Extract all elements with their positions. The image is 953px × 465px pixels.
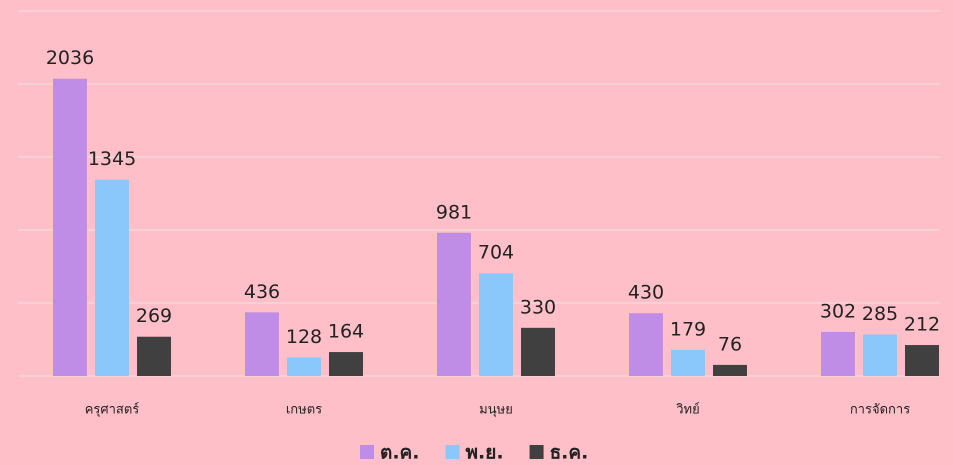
data-label: 2036: [46, 47, 94, 69]
legend-swatch: [445, 445, 460, 459]
x-tick-label: การจัดการ: [850, 403, 910, 418]
bar: [713, 364, 747, 376]
x-tick-label: มนุษย: [479, 403, 513, 418]
data-label: 302: [820, 300, 856, 322]
bar: [479, 273, 513, 376]
bar: [821, 331, 855, 376]
data-label: 269: [136, 305, 172, 327]
data-label: 179: [670, 318, 706, 340]
data-label: 212: [904, 314, 940, 336]
x-tick-label: ครุศาสตร์: [85, 402, 140, 418]
legend-swatch: [529, 445, 544, 459]
data-label: 981: [436, 201, 472, 223]
bar: [521, 327, 555, 376]
data-label: 285: [862, 303, 898, 325]
legend-label: ต.ค.: [380, 442, 419, 464]
bar: [629, 313, 663, 376]
data-label: 430: [628, 282, 664, 304]
bar: [95, 179, 129, 376]
data-label: 164: [328, 321, 364, 343]
bar: [137, 336, 171, 376]
bar: [863, 334, 897, 376]
data-label: 704: [478, 242, 514, 264]
bar: [53, 78, 87, 376]
bar: [905, 345, 939, 376]
data-label: 436: [244, 281, 280, 303]
data-label: 128: [286, 326, 322, 348]
bar: [671, 349, 705, 376]
data-label: 1345: [88, 148, 136, 170]
data-label: 330: [520, 296, 556, 318]
legend-label: ธ.ค.: [550, 442, 589, 464]
x-tick-label: วิทย์: [676, 402, 700, 418]
data-label: 76: [718, 333, 742, 355]
bar: [329, 352, 363, 376]
x-tick-label: เกษตร: [286, 403, 322, 418]
legend-label: พ.ย.: [465, 442, 503, 464]
bar: [245, 312, 279, 376]
bar: [287, 357, 321, 376]
bar: [437, 232, 471, 376]
legend-swatch: [360, 445, 374, 459]
